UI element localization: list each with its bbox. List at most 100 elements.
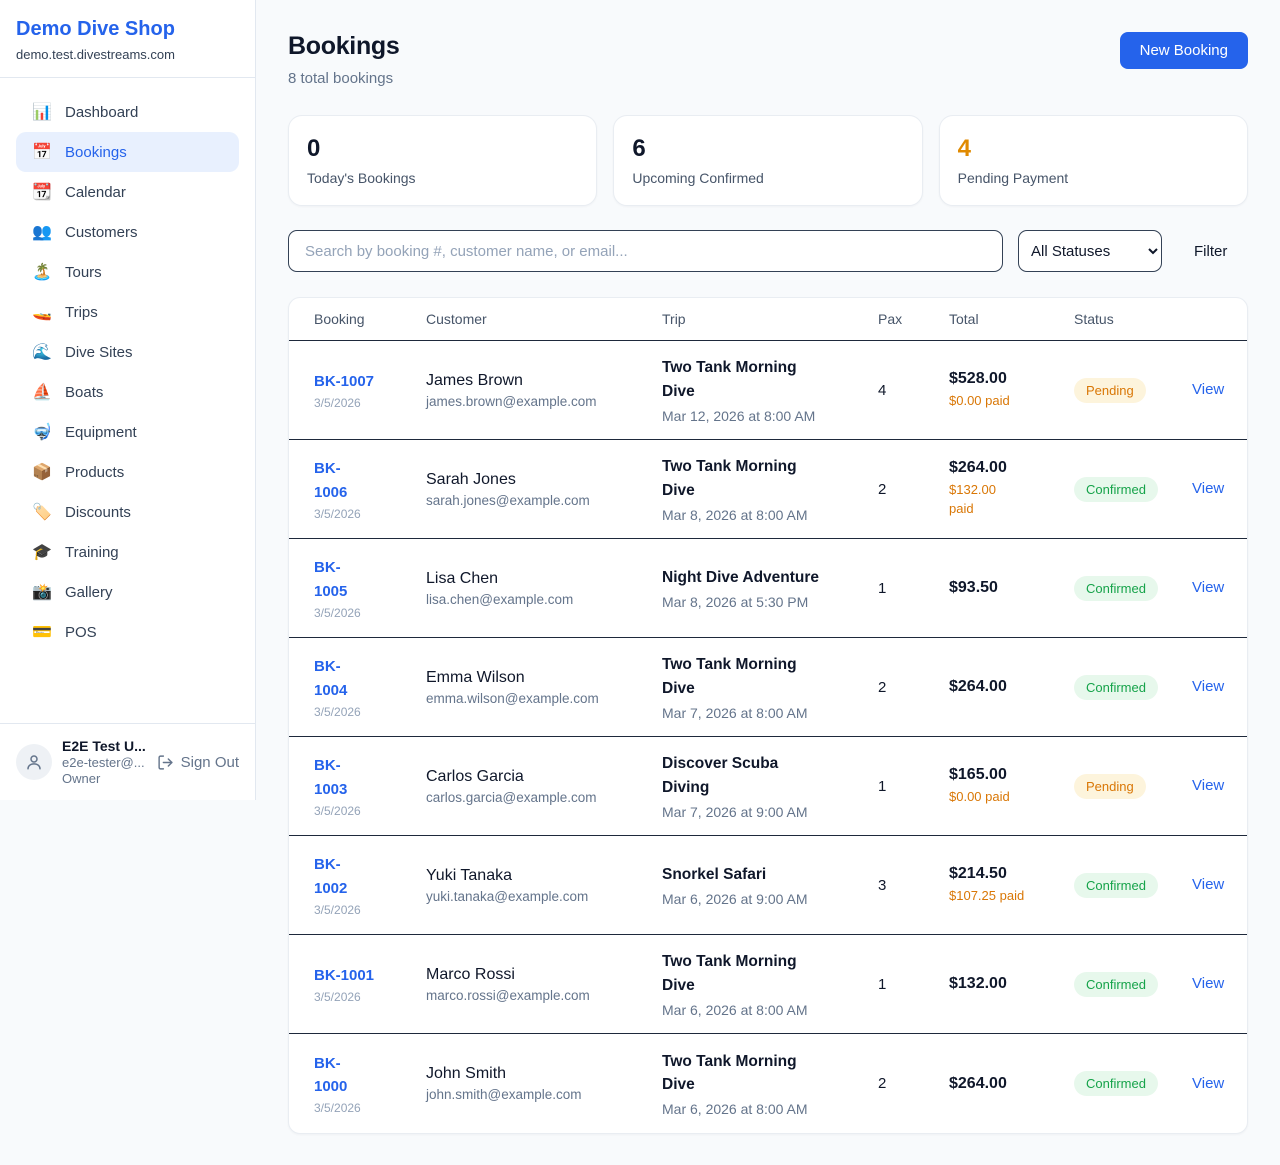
view-link[interactable]: View [1192, 1074, 1225, 1092]
customer-email: emma.wilson@example.com [426, 690, 599, 706]
status-select[interactable]: All Statuses [1018, 230, 1162, 272]
table-row: BK- 1000 3/5/2026 John Smith john.smith@… [289, 1034, 1247, 1133]
booking-link[interactable]: BK- 1006 [314, 460, 348, 501]
pax-count: 2 [878, 1075, 887, 1092]
sidebar-item-dive-sites[interactable]: 🌊 Dive Sites [32, 343, 133, 362]
booking-link[interactable]: BK-1007 [314, 372, 375, 390]
sidebar-item-boats[interactable]: ⛵ Boats [32, 383, 104, 402]
trip-name: Discover Scuba Diving [662, 755, 779, 796]
status-cell: Confirmed [1074, 575, 1192, 601]
actions-cell: View [1192, 876, 1224, 894]
actions-cell: View [1192, 678, 1224, 696]
sidebar-item-dashboard[interactable]: 📊 Dashboard [32, 103, 139, 122]
booking-cell: BK- 1005 3/5/2026 [314, 556, 426, 620]
customer-name: Emma Wilson [426, 668, 525, 686]
status-cell: Confirmed [1074, 476, 1192, 502]
trip-cell: Two Tank Morning Dive Mar 8, 2026 at 8:0… [662, 455, 878, 523]
trip-cell: Two Tank Morning Dive Mar 6, 2026 at 8:0… [662, 950, 878, 1018]
sidebar-item-discounts[interactable]: 🏷️ Discounts [32, 503, 131, 522]
trip-cell: Two Tank Morning Dive Mar 7, 2026 at 8:0… [662, 653, 878, 721]
trip-name: Snorkel Safari [662, 865, 767, 883]
trip-cell: Two Tank Morning Dive Mar 12, 2026 at 8:… [662, 356, 878, 424]
status-badge: Confirmed [1074, 575, 1158, 601]
sidebar-item-pos[interactable]: 💳 POS [32, 623, 97, 642]
total-cell: $528.00 $0.00 paid [949, 370, 1074, 411]
island-icon: 🏝️ [32, 264, 52, 281]
booking-link[interactable]: BK- 1005 [314, 559, 348, 600]
column-header-customer: Customer [426, 311, 487, 327]
status-cell: Pending [1074, 377, 1192, 403]
view-link[interactable]: View [1192, 579, 1225, 596]
bar-chart-icon: 📊 [32, 104, 52, 121]
column-header-pax: Pax [878, 311, 903, 327]
actions-cell: View [1192, 579, 1224, 597]
sidebar-item-gallery[interactable]: 📸 Gallery [32, 583, 113, 602]
view-link[interactable]: View [1192, 381, 1225, 398]
sidebar-item-calendar[interactable]: 📆 Calendar [32, 183, 126, 202]
trip-name: Two Tank Morning Dive [662, 1052, 797, 1093]
stat-label: Upcoming Confirmed [632, 170, 764, 186]
booking-date: 3/5/2026 [314, 396, 361, 411]
booking-date: 3/5/2026 [314, 803, 361, 818]
sidebar-item-equipment[interactable]: 🤿 Equipment [32, 423, 137, 442]
sidebar: Demo Dive Shop demo.test.divestreams.com… [0, 0, 256, 800]
paid-amount: $107.25 paid [949, 887, 1025, 903]
booking-link[interactable]: BK- 1000 [314, 1054, 348, 1095]
view-link[interactable]: View [1192, 678, 1225, 695]
booking-link[interactable]: BK- 1004 [314, 658, 348, 699]
total-cell: $93.50 [949, 579, 1074, 597]
booking-date: 3/5/2026 [314, 990, 361, 1005]
customer-email: sarah.jones@example.com [426, 492, 590, 508]
filter-button[interactable]: Filter [1194, 242, 1228, 260]
sidebar-item-bookings[interactable]: 📅 Bookings [16, 132, 239, 172]
actions-cell: View [1192, 777, 1224, 795]
sign-out-label: Sign Out [180, 753, 239, 771]
booking-link[interactable]: BK-1001 [314, 966, 375, 984]
view-link[interactable]: View [1192, 876, 1225, 893]
trip-datetime: Mar 7, 2026 at 9:00 AM [662, 803, 808, 820]
view-link[interactable]: View [1192, 777, 1225, 794]
main-content: Bookings 8 total bookings New Booking 0 … [256, 0, 1280, 1165]
sidebar-item-customers[interactable]: 👥 Customers [32, 223, 138, 242]
sidebar-item-tours[interactable]: 🏝️ Tours [32, 263, 102, 282]
view-link[interactable]: View [1192, 480, 1225, 497]
stat-value: 0 [307, 135, 321, 162]
customer-name: Marco Rossi [426, 965, 515, 983]
trip-cell: Snorkel Safari Mar 6, 2026 at 9:00 AM [662, 863, 878, 907]
user-role: Owner [62, 771, 101, 786]
customer-cell: Yuki Tanaka yuki.tanaka@example.com [426, 867, 662, 904]
total-amount: $93.50 [949, 579, 998, 596]
sidebar-item-training[interactable]: 🎓 Training [32, 543, 119, 562]
booking-link[interactable]: BK- 1002 [314, 856, 348, 897]
booking-cell: BK- 1000 3/5/2026 [314, 1052, 426, 1116]
pax-count: 2 [878, 678, 887, 696]
table-row: BK- 1006 3/5/2026 Sarah Jones sarah.jone… [289, 440, 1247, 539]
status-badge: Confirmed [1074, 872, 1158, 898]
sidebar-item-trips[interactable]: 🚤 Trips [32, 303, 98, 322]
booking-link[interactable]: BK- 1003 [314, 757, 348, 798]
table-body: BK-1007 3/5/2026 James Brown james.brown… [289, 341, 1247, 1133]
sidebar-footer: E2E Test U... e2e-tester@... Owner Sign … [0, 723, 255, 800]
stat-label: Pending Payment [957, 170, 1069, 186]
table-row: BK-1001 3/5/2026 Marco Rossi marco.rossi… [289, 935, 1247, 1034]
column-header-trip: Trip [662, 311, 686, 327]
actions-cell: View [1192, 480, 1224, 498]
pax-count: 2 [878, 480, 887, 498]
customer-cell: Marco Rossi marco.rossi@example.com [426, 966, 662, 1003]
table-header-row: Booking Customer Trip Pax Total Status [289, 298, 1247, 341]
user-email: e2e-tester@... [62, 755, 145, 770]
package-icon: 📦 [32, 464, 52, 481]
customer-email: john.smith@example.com [426, 1087, 582, 1102]
status-badge: Pending [1074, 773, 1146, 799]
search-input[interactable] [288, 230, 1003, 272]
view-link[interactable]: View [1192, 975, 1225, 992]
user-name: E2E Test U... [62, 738, 146, 754]
sign-out-button[interactable]: Sign Out [157, 754, 239, 771]
trip-name: Two Tank Morning Dive [662, 953, 797, 994]
column-header-total: Total [949, 311, 979, 327]
new-booking-button[interactable]: New Booking [1119, 32, 1248, 69]
customer-email: marco.rossi@example.com [426, 987, 590, 1003]
total-cell: $165.00 $0.00 paid [949, 766, 1074, 807]
actions-cell: View [1192, 975, 1224, 993]
sidebar-item-products[interactable]: 📦 Products [32, 463, 125, 482]
